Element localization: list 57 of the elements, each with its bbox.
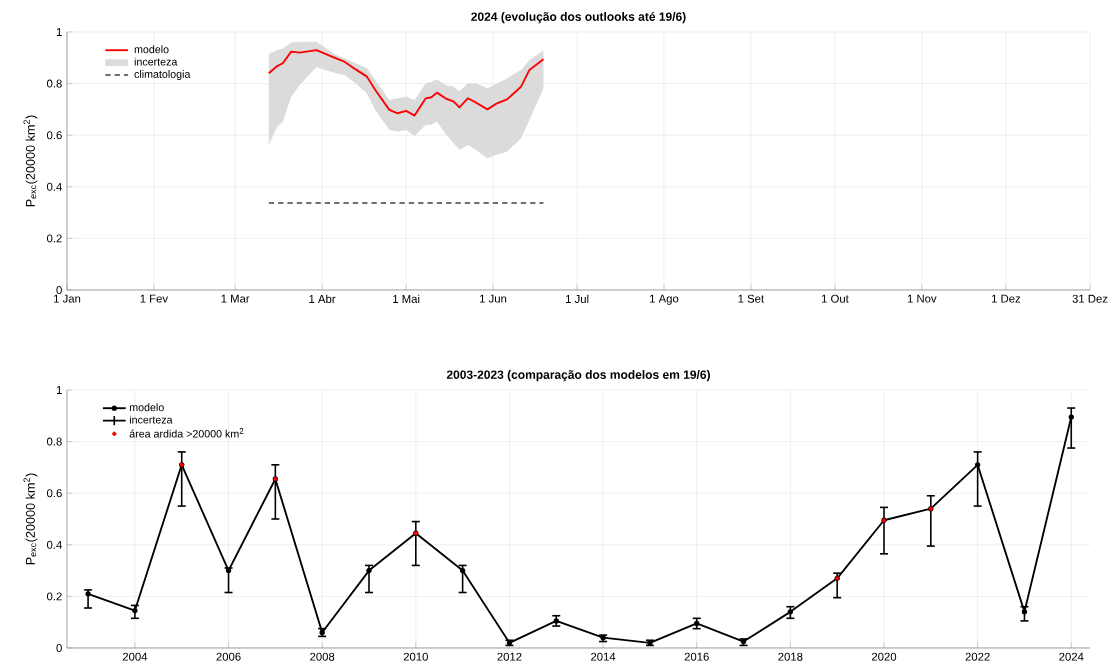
x-tick-label: 2010	[403, 652, 428, 661]
x-tick-label: 2008	[310, 652, 335, 661]
y-tick-label: 0	[56, 643, 62, 652]
x-tick-label: 1 Nov	[907, 294, 937, 303]
x-tick-label: 31 Dez	[1072, 294, 1108, 303]
point	[1021, 609, 1028, 615]
x-tick-label: 2020	[871, 652, 897, 661]
x-tick-label: 2022	[965, 652, 990, 661]
legend-label: climatologia	[134, 70, 191, 81]
y-axis-title: P$_{exc}$(20000 km$^{2}$)	[23, 115, 38, 207]
x-tick-label: 1 Mai	[393, 294, 420, 304]
x-tick-label: 2004	[122, 652, 148, 661]
x-tick-label: 2006	[216, 652, 241, 661]
x-tick-label: 2018	[778, 652, 803, 661]
x-tick-label: 1 Jan	[54, 294, 81, 303]
chart-title: 2024 (evolução dos outlooks até 19/6)	[471, 11, 686, 24]
y-tick-label: 0.6	[46, 489, 62, 498]
y-tick-label: 0.8	[46, 437, 62, 446]
x-tick-label: 1 Dez	[991, 294, 1021, 303]
legend-label: modelo	[134, 45, 169, 54]
annotation: incerteza	[134, 57, 178, 66]
point	[85, 591, 91, 597]
x-tick-label: 2024	[1059, 652, 1084, 661]
y-tick-label: 0.2	[46, 234, 62, 243]
x-tick-label: 1 Out	[821, 294, 849, 303]
point	[1068, 414, 1074, 420]
annotation: incerteza	[129, 415, 173, 424]
x-tick-label: 1 Fev	[140, 294, 169, 303]
x-tick-label: 1 Abr	[309, 294, 336, 304]
point	[787, 609, 794, 615]
y-tick-label: 0	[56, 285, 62, 294]
point	[132, 607, 138, 614]
x-tick-label: 2014	[591, 652, 616, 661]
line-series	[267, 49, 545, 117]
y-tick-label: 0.4	[46, 182, 62, 191]
legend-label: área ardida >20000 km$^{2}$	[129, 428, 244, 438]
point	[225, 567, 232, 574]
x-tick-label: 2016	[684, 652, 709, 661]
y-axis-title: P$_{exc}$(20000 km$^{2}$)	[23, 473, 38, 565]
y-tick-label: 1	[56, 28, 62, 36]
point	[459, 567, 466, 574]
x-tick-label: 1 Ago	[650, 294, 679, 305]
x-tick-label: 1 Jul	[565, 294, 589, 304]
chart-title: 2003-2023 (comparação dos modelos em 19/6)	[446, 370, 710, 382]
y-tick-label: 0.2	[46, 592, 62, 601]
y-tick-label: 0.8	[46, 79, 62, 88]
point	[974, 462, 981, 468]
x-tick-label: 1 Jun	[480, 294, 507, 303]
legend-label: modelo	[129, 403, 164, 412]
y-tick-label: 0.6	[46, 131, 62, 140]
y-tick-label: 1	[56, 386, 62, 394]
y-tick-label: 0.4	[46, 540, 62, 549]
x-tick-label: 1 Set	[738, 294, 765, 303]
x-tick-label: 2012	[497, 652, 522, 661]
point	[366, 567, 372, 574]
x-tick-label: 1 Mar	[221, 294, 250, 303]
point	[553, 618, 559, 624]
